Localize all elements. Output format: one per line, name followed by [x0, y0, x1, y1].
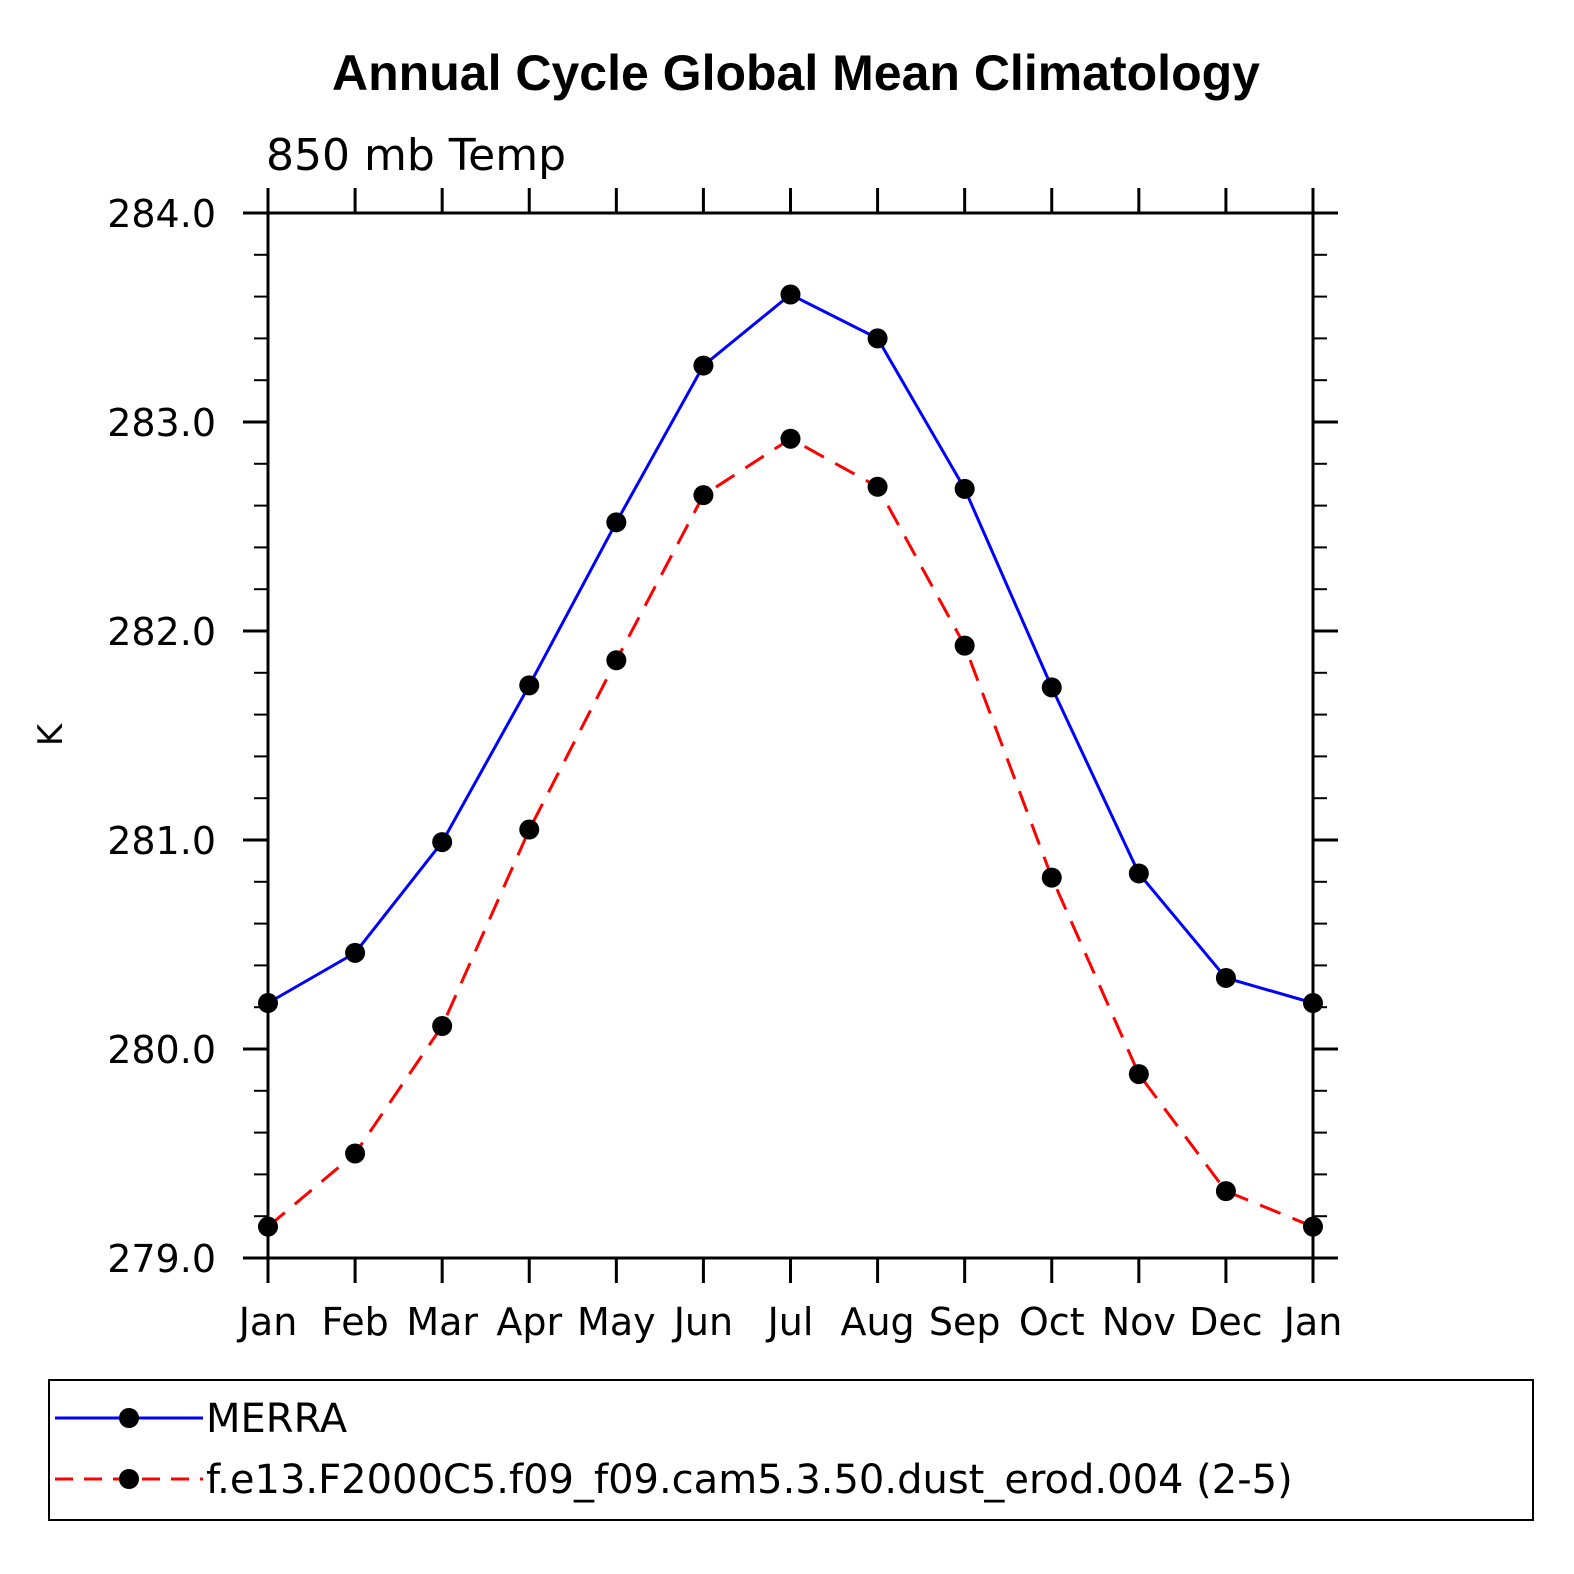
series-2-point — [954, 635, 975, 656]
series-1-point — [1128, 863, 1149, 884]
legend-marker-1 — [119, 1408, 139, 1428]
series-2-point — [258, 1216, 278, 1237]
series-line-1 — [267, 292, 1314, 1005]
plot-axes: Jan Feb Mar Apr May Jun Jul Aug Sep Oct Nov Dec Jan 2… — [107, 188, 1342, 1344]
x-tick-label: May — [577, 1300, 656, 1344]
series-1-point — [258, 993, 278, 1014]
series-1-point — [1303, 993, 1323, 1014]
x-tick-label: Oct — [1019, 1300, 1085, 1344]
y-axis-label: K — [31, 722, 71, 746]
series-1-point — [345, 942, 366, 963]
y-tick-label: 284.0 — [107, 192, 216, 236]
x-tick-label: Nov — [1102, 1300, 1176, 1344]
legend-label-2: f.e13.F2000C5.f09_f09.cam5.3.50.dust_ero… — [206, 1457, 1293, 1503]
series-2-point — [693, 485, 714, 506]
y-tick-label: 283.0 — [107, 401, 216, 445]
x-tick-label: Jan — [1282, 1300, 1343, 1344]
series-2-point — [606, 650, 627, 671]
series-line-2 — [267, 436, 1314, 1229]
series-1-point — [432, 832, 453, 853]
series-1-point — [780, 284, 801, 305]
chart-subtitle: 850 mb Temp — [266, 130, 566, 181]
series-2-point — [1128, 1064, 1149, 1085]
series-2-point — [780, 428, 801, 449]
y-tick-label: 281.0 — [107, 819, 216, 863]
series-2-point — [519, 819, 540, 840]
plot-frame — [266, 211, 1315, 1260]
series-1-point — [1041, 677, 1062, 698]
legend-marker-2 — [119, 1469, 139, 1489]
x-tick-label: Jun — [672, 1300, 733, 1344]
x-tick-label: Feb — [321, 1300, 388, 1344]
series-1-point — [954, 478, 975, 499]
series-2-point — [1215, 1181, 1236, 1202]
x-tick-label: Apr — [496, 1300, 562, 1344]
x-tick-label: Jul — [766, 1300, 814, 1344]
series-2-point — [1303, 1216, 1323, 1237]
y-tick-label: 282.0 — [107, 610, 216, 654]
plot-marks — [258, 284, 1323, 1237]
chart-title: Annual Cycle Global Mean Climatology — [332, 45, 1260, 101]
series-2-point — [1041, 867, 1062, 888]
legend-label-1: MERRA — [206, 1396, 348, 1442]
y-tick-label: 279.0 — [107, 1237, 216, 1281]
series-1-point — [1215, 967, 1236, 988]
x-tick-label: Aug — [840, 1300, 914, 1344]
series-2-point — [867, 476, 888, 497]
x-tick-label: Sep — [929, 1300, 1001, 1344]
series-1-point — [693, 355, 714, 376]
series-1-point — [519, 675, 540, 696]
series-2-point — [432, 1016, 453, 1037]
series-1-point — [606, 512, 627, 533]
legend-box — [48, 1379, 1534, 1521]
series-1-point — [867, 328, 888, 349]
series-2-point — [345, 1143, 366, 1164]
y-tick-label: 280.0 — [107, 1028, 216, 1072]
x-tick-label: Mar — [406, 1300, 478, 1344]
x-tick-label: Jan — [237, 1300, 298, 1344]
x-tick-label: Dec — [1189, 1300, 1263, 1344]
legend: MERRA f.e13.F2000C5.f09_f09.cam5.3.50.dus… — [48, 1379, 1534, 1521]
